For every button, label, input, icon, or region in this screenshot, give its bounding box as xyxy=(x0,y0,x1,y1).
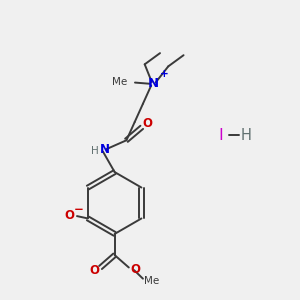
Text: H: H xyxy=(240,128,251,143)
Text: O: O xyxy=(64,209,74,222)
Text: O: O xyxy=(90,264,100,277)
Text: O: O xyxy=(130,263,140,276)
Text: N: N xyxy=(100,143,110,156)
Text: +: + xyxy=(160,69,169,79)
Text: H: H xyxy=(91,146,98,156)
Text: N: N xyxy=(148,77,159,90)
Text: I: I xyxy=(218,128,223,143)
Text: Me: Me xyxy=(112,77,127,87)
Text: Me: Me xyxy=(144,276,160,286)
Text: O: O xyxy=(142,117,152,130)
Text: −: − xyxy=(74,202,84,215)
